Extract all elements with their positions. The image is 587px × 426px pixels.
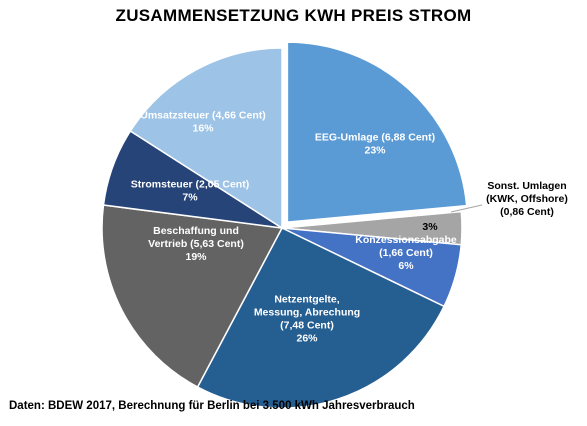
slice-label: Umsatzsteuer (4,66 Cent) 16% <box>140 110 265 135</box>
slice-label: 3% <box>422 221 438 233</box>
slice-label: Konzessionsabgabe (1,66 Cent) 6% <box>355 234 457 272</box>
chart-title: ZUSAMMENSETZUNG KWH PREIS STROM <box>115 6 472 25</box>
pie-slice-netzentgelte <box>196 227 446 409</box>
slice-label: Beschaffung und Vertrieb (5,63 Cent) 19% <box>148 225 244 263</box>
slice-label: Stromsteuer (2,05 Cent) 7% <box>131 179 249 204</box>
pie-slice-eeg-umlage <box>286 41 468 223</box>
pie-slice-umsatzsteuer <box>129 47 283 230</box>
leader-line <box>450 204 483 213</box>
source-note: Daten: BDEW 2017, Berechnung für Berlin … <box>9 400 415 412</box>
pie-slice-beschaffung-und-vertrieb <box>101 204 284 388</box>
outside-slice-label: Sonst. Umlagen (KWK, Offshore) (0,86 Cent) <box>486 180 568 218</box>
slice-label: EEG-Umlage (6,88 Cent) 23% <box>315 132 435 157</box>
slice-label: Netzentgelte, Messung, Abrechung (7,48 Cen… <box>254 294 360 345</box>
